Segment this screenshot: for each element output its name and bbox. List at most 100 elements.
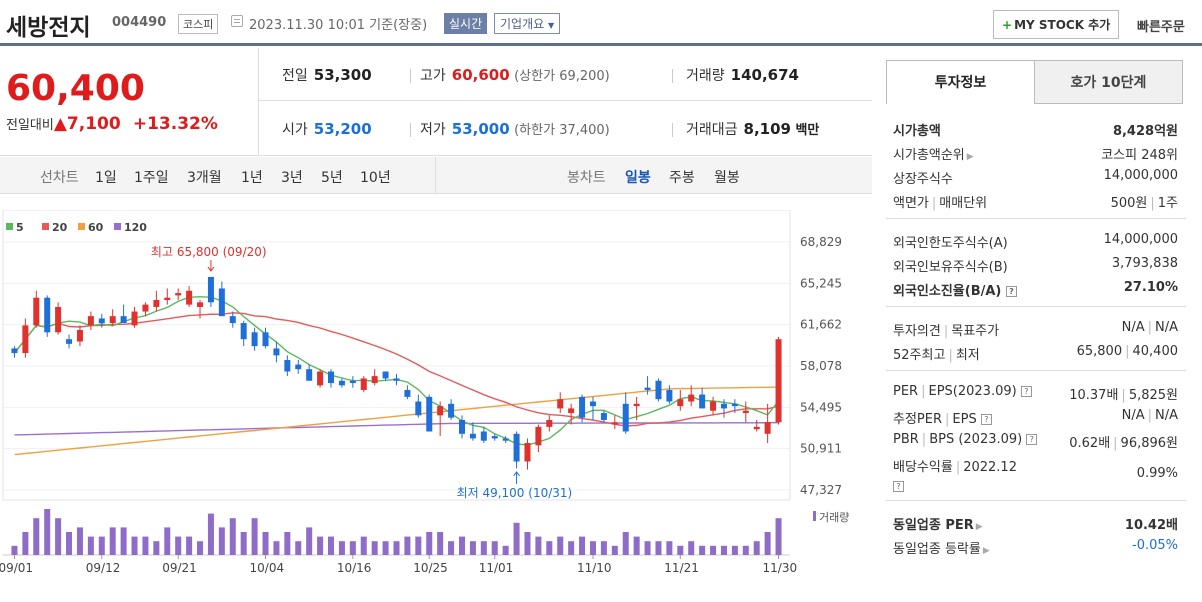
low-arrow-head <box>513 471 520 477</box>
help-icon[interactable]: ? <box>1020 386 1032 397</box>
volume-bar <box>677 545 684 555</box>
candle-monthly[interactable]: 월봉 <box>714 170 740 186</box>
candle-body <box>153 300 160 307</box>
volume-bar <box>164 527 171 555</box>
volume-bar <box>120 527 127 555</box>
period-10y[interactable]: 10년 <box>360 170 391 186</box>
candle-body <box>175 293 182 296</box>
change-line: 전일대비▲7,100 +13.32% <box>6 114 218 134</box>
quick-order-link[interactable]: 빠른주문 <box>1137 20 1185 35</box>
candle-body <box>284 359 291 372</box>
candle-body <box>491 436 498 439</box>
x-tick-label: 11/01 <box>479 561 514 575</box>
stock-header: 세방전지 004490 코스피 2023.11.30 10:01 기준(장중) … <box>0 0 1202 46</box>
volume-bar <box>98 536 105 555</box>
x-tick-label: 11/21 <box>664 561 699 575</box>
volume-bar <box>589 541 596 555</box>
help-icon[interactable]: ? <box>1026 434 1038 445</box>
line-chart-label: 선차트 <box>40 170 79 186</box>
volume-bar <box>775 518 782 555</box>
volume-bar <box>284 532 291 555</box>
candle-body <box>251 332 258 347</box>
legend-label: 60 <box>88 221 104 234</box>
candle-body <box>710 401 717 411</box>
candle-body <box>437 406 444 416</box>
candle-weekly[interactable]: 주봉 <box>669 170 695 186</box>
volume-bar <box>437 532 444 555</box>
volume-bar <box>568 541 575 555</box>
candle-body <box>109 316 116 324</box>
tab-order-book[interactable]: 호가 10단계 <box>1034 60 1183 104</box>
period-3y[interactable]: 3년 <box>281 170 303 186</box>
period-3m[interactable]: 3개월 <box>187 170 222 186</box>
industry-change-row[interactable]: 동일업종 등락률 ▶ -0.05% <box>893 538 1178 557</box>
low-price: 저가 53,000 (하한가 37,400) <box>420 120 610 138</box>
ma-60-line <box>14 386 779 456</box>
candle-body <box>164 297 171 301</box>
my-stock-add-button[interactable]: + MY STOCK 추가 <box>993 10 1120 39</box>
volume-bar <box>764 532 771 555</box>
period-1d[interactable]: 1일 <box>95 170 117 186</box>
volume-bar <box>622 532 629 555</box>
candle-body <box>328 371 335 384</box>
trade-amount: 거래대금 8,109 백만 <box>686 120 820 138</box>
candle-body <box>633 403 640 407</box>
volume-bar <box>87 536 94 555</box>
volume-bar <box>76 527 83 555</box>
volume-bar <box>382 541 389 555</box>
y-tick-label: 68,829 <box>800 235 842 249</box>
legend-swatch <box>6 223 13 230</box>
period-5y[interactable]: 5년 <box>321 170 343 186</box>
candle-daily[interactable]: 일봉 <box>625 170 651 186</box>
candle-body <box>688 394 695 402</box>
help-icon[interactable]: ? <box>893 481 904 492</box>
volume-bar <box>557 536 564 555</box>
volume-bar <box>371 541 378 555</box>
legend-swatch <box>42 223 49 230</box>
period-1y[interactable]: 1년 <box>241 170 263 186</box>
volume-bar <box>644 541 651 555</box>
period-1w[interactable]: 1주일 <box>134 170 169 186</box>
volume-bar <box>175 536 182 555</box>
help-icon[interactable]: ? <box>980 414 992 425</box>
cap-rank-row[interactable]: 시가총액순위 ▶ 코스피 248위 <box>893 148 1178 163</box>
x-tick-label: 09/21 <box>162 561 197 575</box>
volume-bar <box>55 518 62 555</box>
candle-body <box>524 443 531 462</box>
help-icon[interactable]: ? <box>1005 286 1017 297</box>
candle-body <box>240 323 247 340</box>
up-arrow-icon: ▲ <box>53 114 67 134</box>
x-tick-label: 10/16 <box>337 561 372 575</box>
datetime-text: 2023.11.30 10:01 기준(장중) <box>249 18 428 33</box>
corp-overview-dropdown[interactable]: 기업개요 ▼ <box>494 13 561 34</box>
volume-bar <box>328 536 335 555</box>
volume: 거래량 140,674 <box>686 66 799 84</box>
volume-bar <box>469 541 476 555</box>
tab-invest-info[interactable]: 투자정보 <box>886 60 1035 104</box>
candle-body <box>207 276 214 303</box>
candle-body <box>273 348 280 356</box>
market-badge: 코스피 <box>178 14 219 34</box>
volume-bar <box>33 518 40 555</box>
industry-per-row[interactable]: 동일업종 PER ▶ 10.42배 <box>893 518 1178 533</box>
volume-bar <box>710 545 717 555</box>
volume-bar <box>600 541 607 555</box>
candle-body <box>338 380 345 386</box>
x-tick-label: 09/12 <box>86 561 121 575</box>
volume-bar <box>153 541 160 555</box>
plus-icon: + <box>1002 18 1013 32</box>
candle-body <box>655 380 662 400</box>
candle-body <box>360 378 367 390</box>
high-price: 고가 60,600 (상한가 69,200) <box>420 66 610 84</box>
stock-code: 004490 <box>112 15 167 30</box>
realtime-button[interactable]: 실시간 <box>444 13 488 34</box>
foreign-limit-row: 외국인한도주식수(A) 14,000,000 <box>893 232 1178 251</box>
candle-body <box>186 290 193 305</box>
candle-body <box>775 339 782 423</box>
candle-body <box>458 419 465 434</box>
candle-body <box>742 410 749 414</box>
y-tick-label: 50,911 <box>800 442 842 456</box>
candle-body <box>229 316 236 324</box>
high-annotation: 최고 65,800 (09/20) <box>151 245 267 259</box>
legend-swatch <box>78 223 85 230</box>
